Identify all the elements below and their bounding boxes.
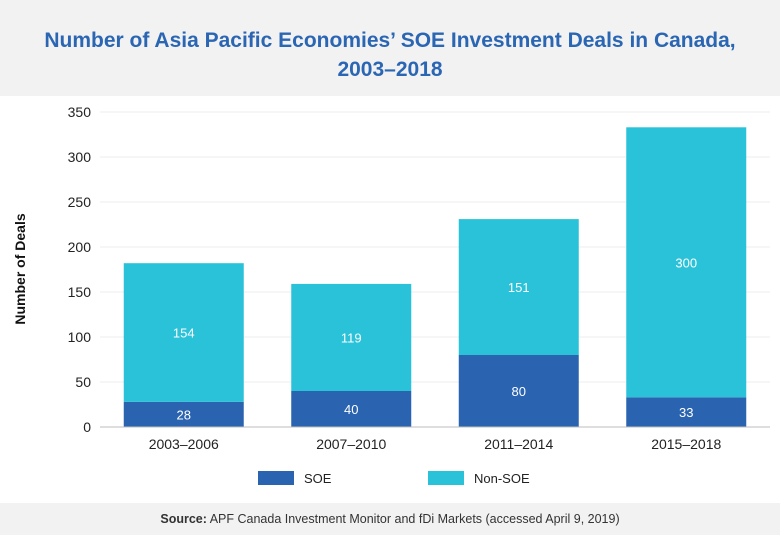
y-tick-label: 100 <box>68 329 92 345</box>
bar-segment-non-soe <box>291 283 412 391</box>
source-label: Source: <box>160 512 207 526</box>
x-tick-label: 2011–2014 <box>484 436 553 452</box>
legend-swatch-soe <box>258 471 294 485</box>
y-tick-label: 200 <box>68 239 92 255</box>
y-tick-label: 0 <box>83 419 91 435</box>
bar-segment-soe <box>458 355 579 427</box>
bar-value-label: 28 <box>177 407 191 422</box>
y-tick-label: 50 <box>75 374 91 390</box>
bar-value-label: 33 <box>679 405 693 420</box>
y-tick-label: 150 <box>68 284 92 300</box>
bar-value-label: 40 <box>344 402 358 417</box>
source-footer: Source: APF Canada Investment Monitor an… <box>0 503 780 535</box>
bar-segment-soe <box>123 401 244 427</box>
chart-title: Number of Asia Pacific Economies’ SOE In… <box>0 26 780 84</box>
bar-segment-non-soe <box>123 263 244 402</box>
legend-label-non-soe: Non-SOE <box>474 471 530 486</box>
bars: 28 154 40 119 80 151 33 300 <box>123 127 747 427</box>
x-tick-label: 2015–2018 <box>651 436 721 452</box>
x-tick-label: 2007–2010 <box>316 436 386 452</box>
x-tick-label: 2003–2006 <box>149 436 219 452</box>
stacked-bar-chart: 0 50 100 150 200 250 300 350 Number of Deals 28… <box>12 104 770 486</box>
y-tick-label: 300 <box>68 149 92 165</box>
y-tick-label: 250 <box>68 194 92 210</box>
source-text: APF Canada Investment Monitor and fDi Ma… <box>209 512 620 526</box>
title-line-2: 2003–2018 <box>337 58 443 81</box>
bar-value-label: 300 <box>675 255 697 270</box>
legend-swatch-non-soe <box>428 471 464 485</box>
bar-segment-non-soe <box>458 219 579 355</box>
legend-label-soe: SOE <box>304 471 332 486</box>
bar-value-label: 119 <box>341 330 362 345</box>
title-line-1: Number of Asia Pacific Economies’ SOE In… <box>44 29 736 52</box>
y-axis-label: Number of Deals <box>12 213 28 324</box>
bar-value-label: 80 <box>512 384 526 399</box>
y-axis-ticks: 0 50 100 150 200 250 300 350 <box>68 104 92 435</box>
legend: SOE Non-SOE <box>258 471 530 486</box>
chart-header <box>0 0 780 96</box>
bar-value-label: 151 <box>508 280 530 295</box>
bar-segment-soe <box>626 397 747 427</box>
x-axis-ticks: 2003–2006 2007–2010 2011–2014 2015–2018 <box>149 436 722 452</box>
bar-segment-soe <box>291 391 412 427</box>
bar-segment-non-soe <box>626 127 747 398</box>
bar-value-label: 154 <box>173 326 195 341</box>
y-tick-label: 350 <box>68 104 92 120</box>
